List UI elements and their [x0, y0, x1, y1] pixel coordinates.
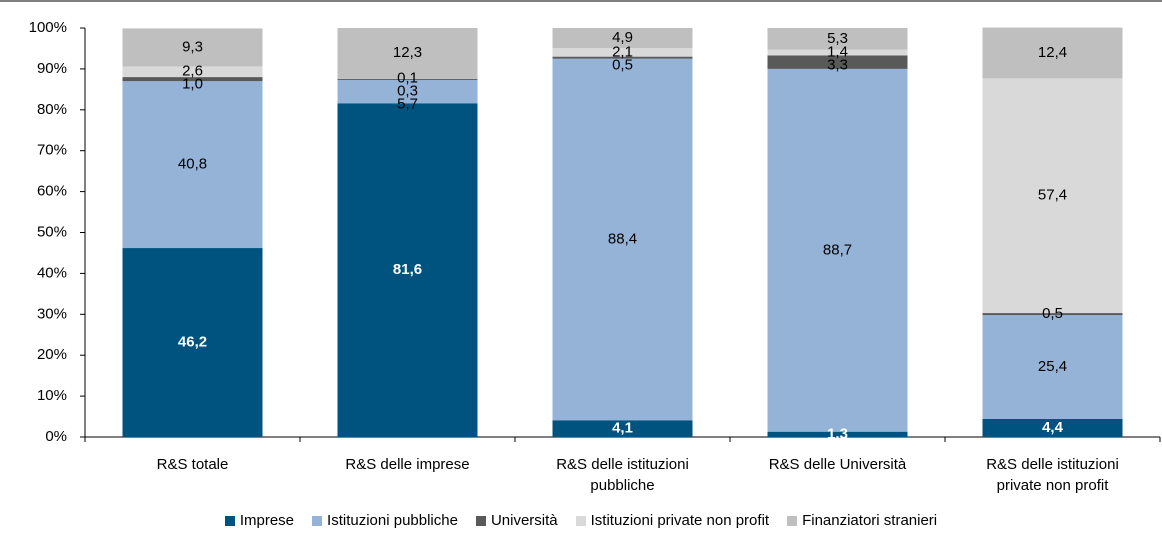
- y-tick-label: 0%: [45, 428, 67, 445]
- data-label: 25,4: [1038, 358, 1067, 375]
- data-label: 12,4: [1038, 44, 1067, 61]
- legend-label: Università: [490, 512, 558, 529]
- data-label: 3,3: [827, 57, 848, 74]
- data-label: 5,7: [397, 95, 418, 112]
- x-tick-label: R&S delle Università: [768, 456, 907, 473]
- bar-segment: [982, 315, 1123, 420]
- bar-segment: [982, 27, 1123, 79]
- y-tick-label: 70%: [37, 142, 67, 159]
- bar-segment: [767, 28, 908, 50]
- legend-label: Istituzioni pubbliche: [327, 512, 458, 529]
- data-label: 9,3: [182, 38, 203, 55]
- bar-segment: [552, 58, 693, 421]
- data-label: 0,1: [397, 69, 418, 86]
- bar-segment: [767, 431, 908, 437]
- y-tick-label: 20%: [37, 346, 67, 363]
- bar-segment: [767, 49, 908, 56]
- legend-item: Istituzioni pubbliche: [312, 512, 458, 529]
- bar-segment: [122, 66, 263, 78]
- chart: 0%10%20%30%40%50%60%70%80%90%100%9,32,61…: [0, 0, 1162, 445]
- legend-swatch: [224, 515, 235, 526]
- bar-segment: [982, 78, 1123, 314]
- legend: Imprese Istituzioni pubbliche Università Is…: [0, 512, 1162, 529]
- y-tick-label: 40%: [37, 264, 67, 281]
- bar-segment: [982, 419, 1123, 437]
- bar-segment: [337, 79, 478, 104]
- bar-segment: [122, 248, 263, 437]
- data-label: 5,3: [827, 30, 848, 47]
- data-label: 46,2: [178, 333, 207, 350]
- bar-segment: [122, 77, 263, 82]
- bar-segment: [767, 68, 908, 432]
- legend-item: Imprese: [224, 512, 295, 529]
- data-label: 81,6: [393, 261, 422, 278]
- legend-swatch: [575, 515, 586, 526]
- legend-item: Istituzioni private non profit: [575, 512, 770, 529]
- legend-item: Finanziatori stranieri: [787, 512, 937, 529]
- data-label: 1,4: [827, 44, 848, 61]
- y-tick-label: 30%: [37, 305, 67, 322]
- y-tick-label: 60%: [37, 183, 67, 200]
- bar-segment: [337, 103, 478, 438]
- data-label: 1,3: [827, 425, 848, 442]
- bar-segment: [337, 28, 478, 79]
- data-label: 57,4: [1038, 187, 1067, 204]
- bar-segment: [552, 56, 693, 59]
- data-label: 88,4: [608, 230, 637, 247]
- data-label: 12,3: [393, 44, 422, 61]
- data-label: 0,5: [1042, 305, 1063, 322]
- y-tick-label: 10%: [37, 387, 67, 404]
- bar-segment: [337, 78, 478, 80]
- data-label: 1,0: [182, 76, 203, 93]
- bar-segment: [552, 48, 693, 57]
- legend-item: Università: [475, 512, 558, 529]
- data-label: 4,9: [612, 29, 633, 46]
- y-tick-label: 50%: [37, 223, 67, 240]
- data-label: 0,5: [612, 56, 633, 73]
- data-label: 4,1: [612, 420, 633, 437]
- legend-swatch: [787, 515, 798, 526]
- y-tick-label: 90%: [37, 60, 67, 77]
- data-label: 2,6: [182, 63, 203, 80]
- y-tick-label: 100%: [29, 19, 67, 36]
- data-label: 4,4: [1042, 419, 1064, 436]
- legend-label: Imprese: [239, 512, 295, 529]
- bar-segment: [122, 28, 263, 67]
- bar-segment: [552, 28, 693, 49]
- bar-segment: [767, 55, 908, 69]
- legend-swatch: [312, 515, 323, 526]
- legend-swatch: [475, 515, 486, 526]
- data-label: 2,1: [612, 43, 633, 60]
- legend-label: Finanziatori stranieri: [802, 512, 938, 529]
- x-tick-label: R&S delle istituzioni pubbliche: [556, 456, 689, 494]
- bar-segment: [982, 313, 1123, 316]
- x-tick-label: R&S delle istituzioni private non profit: [986, 456, 1119, 494]
- legend-label: Istituzioni private non profit: [590, 512, 770, 529]
- bar-segment: [552, 420, 693, 437]
- y-tick-label: 80%: [37, 101, 67, 118]
- bar-segment: [122, 81, 263, 249]
- data-label: 88,7: [823, 241, 852, 258]
- x-tick-label: R&S totale: [156, 456, 229, 473]
- x-tick-label: R&S delle imprese: [345, 456, 470, 473]
- data-label: 40,8: [178, 156, 207, 173]
- data-label: 0,3: [397, 82, 418, 99]
